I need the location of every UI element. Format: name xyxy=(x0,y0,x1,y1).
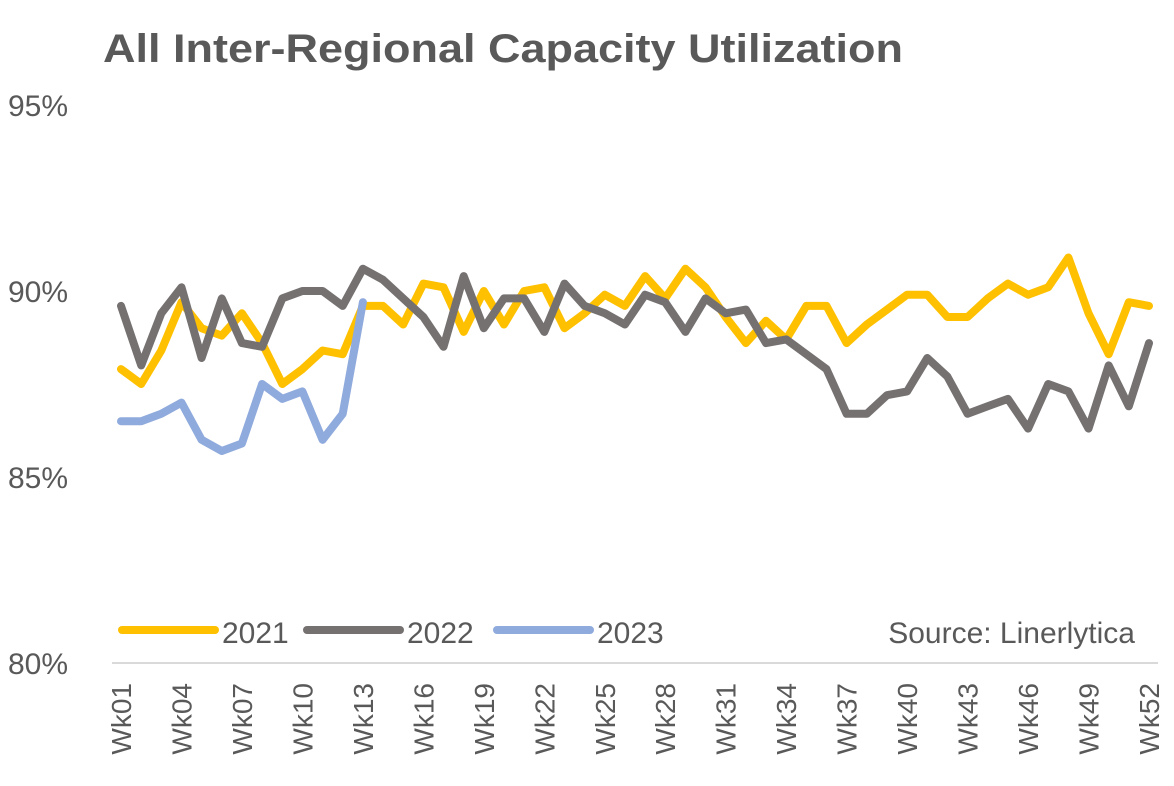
x-tick-label: Wk52 xyxy=(1134,683,1165,755)
y-tick-label: 95% xyxy=(8,90,68,123)
legend-label-2023: 2023 xyxy=(597,617,664,650)
x-tick-label: Wk07 xyxy=(227,683,258,755)
x-tick-label: Wk43 xyxy=(953,683,984,755)
y-tick-label: 85% xyxy=(8,462,68,495)
x-tick-label: Wk25 xyxy=(590,683,621,755)
x-tick-label: Wk04 xyxy=(166,683,197,755)
x-tick-label: Wk10 xyxy=(287,683,318,755)
series-line-2021 xyxy=(117,253,1153,388)
legend-label-2022: 2022 xyxy=(407,617,474,650)
y-axis: 80% 85% 90% 95% xyxy=(8,90,68,681)
x-tick-label: Wk16 xyxy=(408,683,439,755)
x-tick-label: Wk37 xyxy=(832,683,863,755)
series-line-2023 xyxy=(117,298,367,455)
legend: 2021 2022 2023 xyxy=(118,617,664,650)
source-annotation: Source: Linerlytica xyxy=(888,617,1135,650)
x-tick-label: Wk49 xyxy=(1074,683,1105,755)
x-tick-label: Wk46 xyxy=(1013,683,1044,755)
y-tick-label: 90% xyxy=(8,276,68,309)
legend-label-2021: 2021 xyxy=(222,617,289,650)
x-tick-label: Wk19 xyxy=(469,683,500,755)
y-tick-label: 80% xyxy=(8,648,68,681)
series-line-2022 xyxy=(117,264,1153,433)
x-tick-label: Wk31 xyxy=(711,683,742,755)
x-tick-label: Wk01 xyxy=(106,683,137,755)
plot-area xyxy=(117,253,1153,455)
x-tick-label: Wk13 xyxy=(348,683,379,755)
x-tick-label: Wk34 xyxy=(771,683,802,755)
x-tick-label: Wk22 xyxy=(529,683,560,755)
x-axis: Wk01 Wk04 Wk07 Wk10 Wk13 Wk16 Wk19 Wk22 Wk25 Wk28… xyxy=(106,683,1165,755)
chart-title: All Inter-Regional Capacity Utilization xyxy=(103,27,903,71)
x-tick-label: Wk40 xyxy=(892,683,923,755)
x-tick-label: Wk28 xyxy=(650,683,681,755)
